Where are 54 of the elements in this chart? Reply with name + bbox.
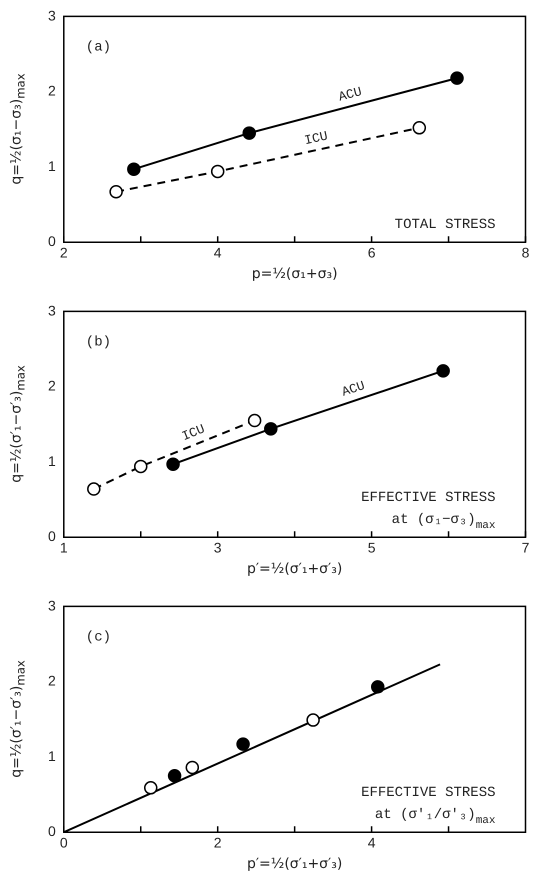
y-tick-label: 0 [48, 528, 56, 544]
y-tick-label: 2 [48, 82, 56, 99]
y-tick-label: 0 [48, 233, 56, 250]
x-tick-label: 7 [522, 539, 530, 556]
text: ICU [303, 128, 330, 148]
annotation: (a) [86, 39, 112, 56]
point [127, 162, 141, 176]
point [210, 164, 224, 178]
point [236, 737, 250, 751]
y-tick-label: 1 [48, 452, 56, 469]
x-tick-label: 0 [60, 834, 68, 850]
y-tick-label: 2 [48, 378, 56, 394]
x-axis-title: p=½(σ₁+σ₃) [252, 266, 338, 282]
annotation: (b) [86, 334, 112, 350]
text: ACU [340, 378, 367, 400]
annotation: EFFECTIVE STRESS [361, 490, 496, 506]
x-tick-label: 4 [214, 244, 222, 260]
point [144, 781, 158, 795]
x-tick-label: 8 [522, 244, 530, 260]
text: ICU [180, 421, 208, 444]
point [186, 760, 200, 774]
x-tick-label: 1 [60, 539, 68, 556]
x-tick-label: 3 [214, 539, 222, 556]
y-tick-label: 3 [48, 302, 56, 318]
point [436, 364, 450, 378]
x-tick-label: 2 [60, 244, 68, 260]
point [166, 457, 180, 471]
text: ACU [336, 84, 364, 105]
y-tick-label: 1 [48, 748, 56, 764]
annotation: (c) [86, 629, 112, 646]
x-tick-label: 5 [368, 539, 376, 556]
point [306, 713, 320, 727]
point [87, 482, 101, 496]
y-tick-label: 3 [48, 597, 56, 614]
point [248, 414, 262, 428]
point [412, 121, 426, 135]
y-tick-label: 2 [48, 672, 56, 689]
point [168, 769, 182, 782]
y-tick-label: 0 [48, 823, 56, 840]
point [109, 185, 123, 199]
x-tick-label: 2 [214, 834, 222, 850]
x-tick-label: 6 [368, 244, 376, 260]
x-axis-title: p′=½(σ′₁+σ′₃) [246, 856, 342, 872]
point [264, 422, 278, 436]
y-tick-label: 3 [48, 7, 56, 24]
x-axis-title: p′=½(σ′₁+σ′₃) [246, 561, 342, 578]
point [371, 680, 384, 694]
x-tick-label: 4 [368, 834, 376, 850]
point [450, 71, 464, 85]
y-tick-label: 1 [48, 158, 56, 174]
point [134, 460, 148, 474]
point [242, 126, 256, 140]
annotation: EFFECTIVE STRESS [361, 785, 496, 802]
annotation: TOTAL STRESS [394, 217, 496, 234]
